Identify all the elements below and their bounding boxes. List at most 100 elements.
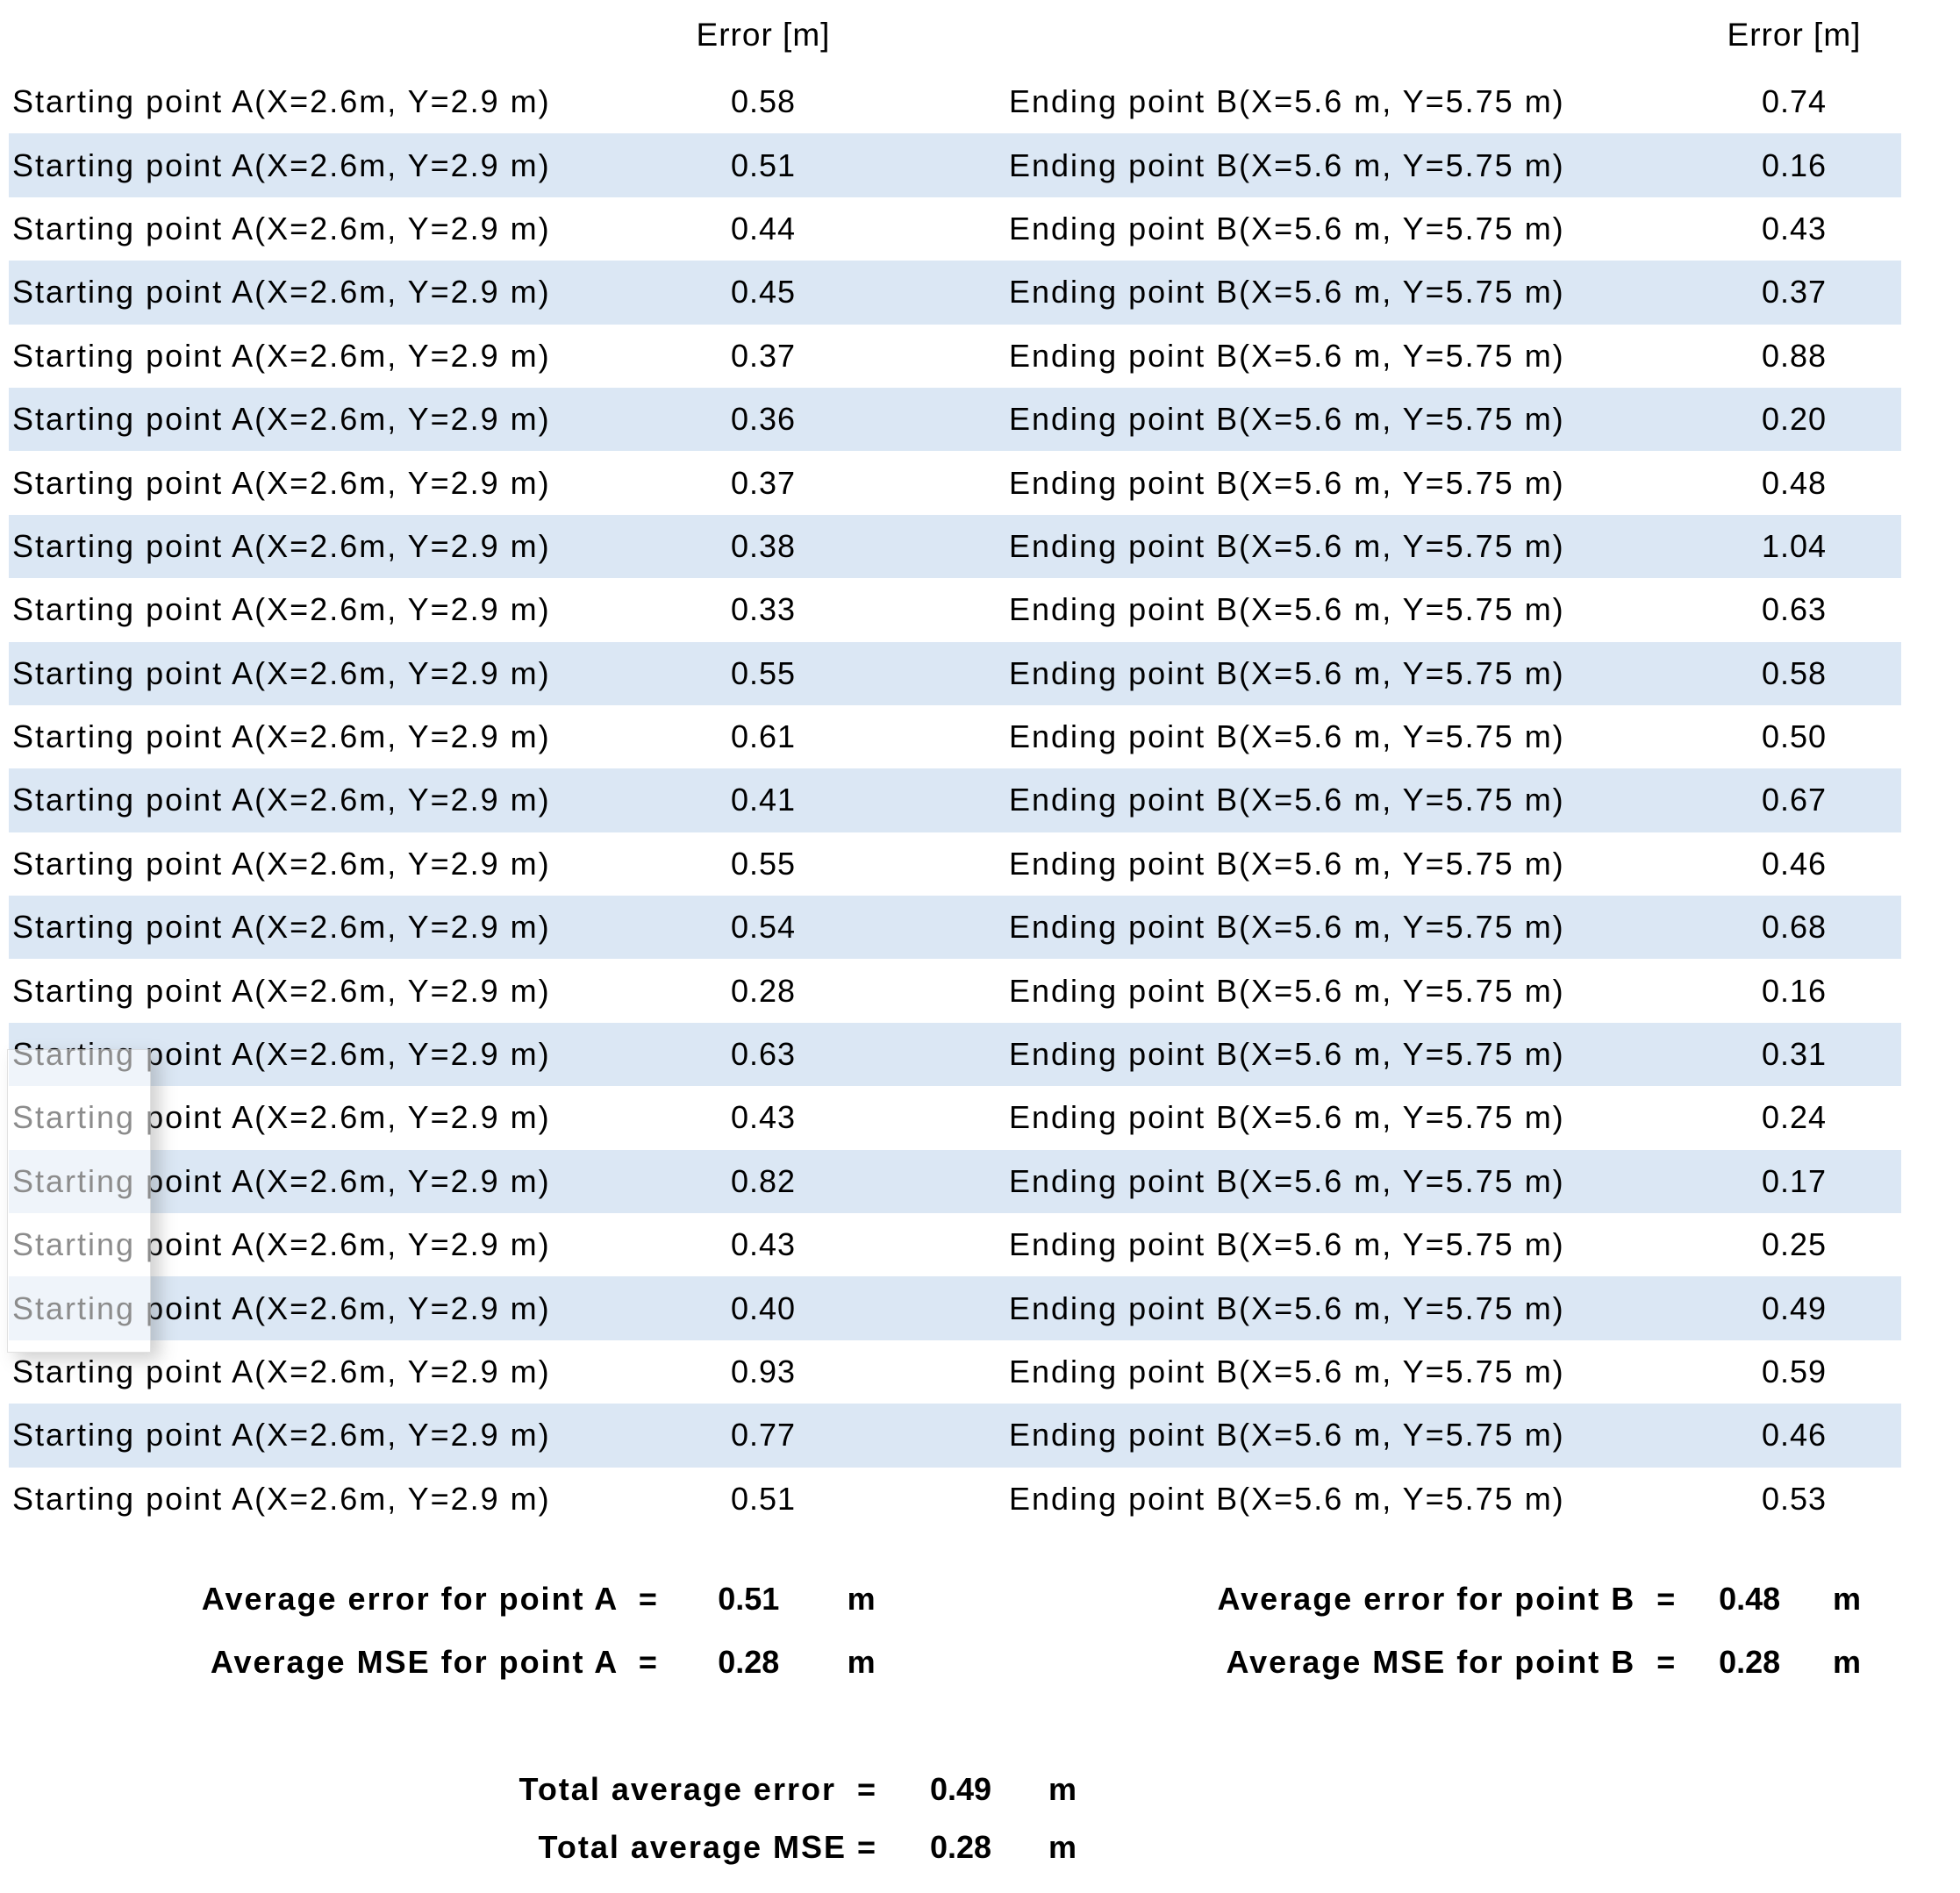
avg-mse-a-value[interactable]: 0.28: [718, 1644, 780, 1680]
point-a-label-cell[interactable]: Starting point A(X=2.6m, Y=2.9 m): [12, 718, 551, 755]
point-b-error-cell[interactable]: 0.20: [1761, 401, 1828, 438]
point-b-label-cell[interactable]: Ending point B(X=5.6 m, Y=5.75 m): [1009, 146, 1565, 183]
point-a-error-cell[interactable]: 0.63: [730, 1036, 797, 1073]
avg-error-b-unit[interactable]: m: [1832, 1581, 1861, 1617]
point-a-error-cell[interactable]: 0.61: [730, 718, 797, 755]
point-b-error-cell[interactable]: 0.31: [1761, 1036, 1828, 1073]
point-a-error-cell[interactable]: 0.43: [730, 1099, 797, 1136]
avg-error-a-value[interactable]: 0.51: [718, 1581, 780, 1617]
avg-error-a-unit[interactable]: m: [847, 1581, 876, 1617]
point-a-label-cell[interactable]: Starting point A(X=2.6m, Y=2.9 m): [12, 210, 551, 246]
point-a-label-cell[interactable]: Starting point A(X=2.6m, Y=2.9 m): [12, 1417, 551, 1454]
total-avg-error-label[interactable]: Total average error =: [519, 1771, 877, 1807]
point-a-label-cell[interactable]: Starting point A(X=2.6m, Y=2.9 m): [12, 909, 551, 946]
point-a-error-cell[interactable]: 0.51: [730, 1480, 797, 1517]
total-avg-mse-unit[interactable]: m: [1048, 1829, 1077, 1865]
point-a-label-cell[interactable]: Starting point A(X=2.6m, Y=2.9 m): [12, 274, 551, 311]
point-a-error-cell[interactable]: 0.36: [730, 401, 797, 438]
point-a-error-cell[interactable]: 0.40: [730, 1289, 797, 1326]
point-a-error-cell[interactable]: 0.77: [730, 1417, 797, 1454]
point-b-label-cell[interactable]: Ending point B(X=5.6 m, Y=5.75 m): [1009, 972, 1565, 1009]
point-b-error-cell[interactable]: 0.24: [1761, 1099, 1828, 1136]
point-b-label-cell[interactable]: Ending point B(X=5.6 m, Y=5.75 m): [1009, 210, 1565, 246]
point-a-label-cell[interactable]: Starting point A(X=2.6m, Y=2.9 m): [12, 845, 551, 882]
point-b-error-cell[interactable]: 0.74: [1761, 83, 1828, 120]
avg-mse-b-unit[interactable]: m: [1832, 1644, 1861, 1680]
point-b-error-cell[interactable]: 0.53: [1761, 1480, 1828, 1517]
point-a-label-cell[interactable]: Starting point A(X=2.6m, Y=2.9 m): [12, 972, 551, 1009]
point-b-error-cell[interactable]: 0.37: [1761, 274, 1828, 311]
point-b-label-cell[interactable]: Ending point B(X=5.6 m, Y=5.75 m): [1009, 1354, 1565, 1389]
point-a-error-cell[interactable]: 0.55: [730, 845, 797, 882]
total-avg-error-value[interactable]: 0.49: [929, 1771, 992, 1807]
point-a-label-cell[interactable]: Starting point A(X=2.6m, Y=2.9 m): [12, 1480, 551, 1517]
point-a-error-cell[interactable]: 0.55: [730, 654, 797, 691]
point-b-error-cell[interactable]: 0.16: [1761, 972, 1828, 1009]
total-avg-mse-label[interactable]: Total average MSE =: [538, 1829, 877, 1865]
point-b-error-cell[interactable]: 0.63: [1761, 591, 1828, 628]
point-b-label-cell[interactable]: Ending point B(X=5.6 m, Y=5.75 m): [1009, 1226, 1565, 1263]
point-a-error-cell[interactable]: 0.28: [730, 972, 797, 1009]
point-b-label-cell[interactable]: Ending point B(X=5.6 m, Y=5.75 m): [1009, 274, 1565, 311]
point-a-label-cell[interactable]: Starting point A(X=2.6m, Y=2.9 m): [12, 146, 551, 183]
point-b-label-cell[interactable]: Ending point B(X=5.6 m, Y=5.75 m): [1009, 1289, 1565, 1326]
point-b-label-cell[interactable]: Ending point B(X=5.6 m, Y=5.75 m): [1009, 1036, 1565, 1073]
total-avg-error-unit[interactable]: m: [1048, 1771, 1077, 1807]
point-b-label-cell[interactable]: Ending point B(X=5.6 m, Y=5.75 m): [1009, 464, 1565, 501]
point-b-label-cell[interactable]: Ending point B(X=5.6 m, Y=5.75 m): [1009, 527, 1565, 564]
point-a-error-cell[interactable]: 0.43: [730, 1226, 797, 1263]
point-a-error-cell[interactable]: 0.38: [730, 527, 797, 564]
point-b-error-cell[interactable]: 0.58: [1761, 654, 1828, 691]
point-a-label-cell[interactable]: Starting point A(X=2.6m, Y=2.9 m): [12, 527, 551, 564]
point-a-error-cell[interactable]: 0.37: [730, 464, 797, 501]
point-b-label-cell[interactable]: Ending point B(X=5.6 m, Y=5.75 m): [1009, 1417, 1565, 1454]
point-b-label-cell[interactable]: Ending point B(X=5.6 m, Y=5.75 m): [1009, 718, 1565, 755]
point-a-label-cell[interactable]: Starting point A(X=2.6m, Y=2.9 m): [12, 83, 551, 120]
point-b-error-cell[interactable]: 0.59: [1761, 1354, 1828, 1389]
point-a-error-cell[interactable]: 0.58: [730, 83, 797, 120]
point-b-error-cell[interactable]: 0.46: [1761, 845, 1828, 882]
point-a-label-cell[interactable]: Starting point A(X=2.6m, Y=2.9 m): [12, 654, 551, 691]
point-b-error-cell[interactable]: 0.50: [1761, 718, 1828, 755]
point-b-error-cell[interactable]: 0.46: [1761, 1417, 1828, 1454]
point-b-label-cell[interactable]: Ending point B(X=5.6 m, Y=5.75 m): [1009, 591, 1565, 628]
point-b-error-cell[interactable]: 0.68: [1761, 909, 1828, 946]
avg-mse-b-label[interactable]: Average MSE for point B =: [1226, 1644, 1677, 1680]
avg-mse-a-label[interactable]: Average MSE for point A =: [210, 1644, 659, 1680]
point-a-error-cell[interactable]: 0.44: [730, 210, 797, 246]
point-b-label-cell[interactable]: Ending point B(X=5.6 m, Y=5.75 m): [1009, 1099, 1565, 1136]
point-b-error-cell[interactable]: 0.67: [1761, 782, 1828, 818]
point-b-label-cell[interactable]: Ending point B(X=5.6 m, Y=5.75 m): [1009, 337, 1565, 374]
point-b-label-cell[interactable]: Ending point B(X=5.6 m, Y=5.75 m): [1009, 909, 1565, 946]
avg-mse-a-unit[interactable]: m: [847, 1644, 876, 1680]
point-a-error-cell[interactable]: 0.51: [730, 146, 797, 183]
point-b-error-cell[interactable]: 0.88: [1761, 337, 1828, 374]
point-b-label-cell[interactable]: Ending point B(X=5.6 m, Y=5.75 m): [1009, 401, 1565, 438]
point-a-error-cell[interactable]: 0.54: [730, 909, 797, 946]
point-b-error-cell[interactable]: 0.17: [1761, 1162, 1828, 1199]
point-b-error-cell[interactable]: 0.49: [1761, 1289, 1828, 1326]
avg-mse-b-value[interactable]: 0.28: [1719, 1644, 1781, 1680]
point-a-error-cell[interactable]: 0.45: [730, 274, 797, 311]
point-b-label-cell[interactable]: Ending point B(X=5.6 m, Y=5.75 m): [1009, 654, 1565, 691]
total-avg-mse-value[interactable]: 0.28: [929, 1829, 992, 1865]
point-a-error-cell[interactable]: 0.93: [730, 1354, 797, 1389]
avg-error-b-value[interactable]: 0.48: [1719, 1581, 1781, 1617]
point-b-label-cell[interactable]: Ending point B(X=5.6 m, Y=5.75 m): [1009, 83, 1565, 120]
avg-error-a-label[interactable]: Average error for point A =: [201, 1581, 659, 1617]
error-column-header-b[interactable]: Error [m]: [1727, 17, 1862, 53]
point-a-label-cell[interactable]: Starting point A(X=2.6m, Y=2.9 m): [12, 401, 551, 438]
point-b-label-cell[interactable]: Ending point B(X=5.6 m, Y=5.75 m): [1009, 782, 1565, 818]
point-a-label-cell[interactable]: Starting point A(X=2.6m, Y=2.9 m): [12, 591, 551, 628]
point-a-label-cell[interactable]: Starting point A(X=2.6m, Y=2.9 m): [12, 464, 551, 501]
point-b-label-cell[interactable]: Ending point B(X=5.6 m, Y=5.75 m): [1009, 1162, 1565, 1199]
point-b-error-cell[interactable]: 1.04: [1761, 527, 1828, 564]
point-b-error-cell[interactable]: 0.48: [1761, 464, 1828, 501]
point-b-error-cell[interactable]: 0.25: [1761, 1226, 1828, 1263]
point-b-error-cell[interactable]: 0.16: [1761, 146, 1828, 183]
avg-error-b-label[interactable]: Average error for point B =: [1217, 1581, 1677, 1617]
point-b-label-cell[interactable]: Ending point B(X=5.6 m, Y=5.75 m): [1009, 845, 1565, 882]
point-a-error-cell[interactable]: 0.37: [730, 337, 797, 374]
point-a-label-cell[interactable]: Starting point A(X=2.6m, Y=2.9 m): [12, 1354, 551, 1389]
point-b-error-cell[interactable]: 0.43: [1761, 210, 1828, 246]
